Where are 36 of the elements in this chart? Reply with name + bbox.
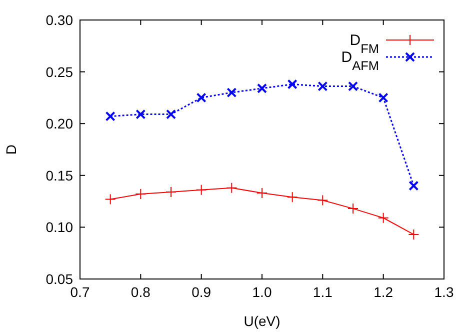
point [317,194,328,206]
point [378,212,389,224]
point [378,92,388,103]
point [287,79,298,90]
x-tick-label: 1.0 [252,284,272,300]
point [408,228,420,240]
point [286,192,298,203]
x-axis-title: U(eV) [244,313,280,329]
point [196,92,206,103]
point [318,81,328,92]
point [226,182,238,194]
y-tick-label: 0.20 [46,116,74,132]
x-tick-label: 1.2 [374,284,394,300]
y-tick-label: 0.25 [46,64,74,80]
point [104,194,116,205]
y-tick-label: 0.05 [46,271,74,287]
x-tick-label: 0.9 [192,284,212,300]
point [226,88,237,98]
x-tick-label: 1.1 [312,284,333,300]
point [166,109,176,120]
point [105,111,116,122]
point [136,109,146,120]
x-tick-label: 1.3 [434,284,454,300]
x-tick-label: 0.7 [70,284,90,300]
point [348,203,358,214]
y-tick-label: 0.15 [46,167,74,184]
y-tick-label: 0.10 [46,219,74,236]
y-tick-label: 0.30 [46,12,74,28]
point [135,188,146,200]
point [196,184,207,196]
point [408,180,419,191]
x-tick-label: 0.8 [130,284,151,300]
point [348,81,358,92]
y-axis-title: D [3,144,19,155]
point [257,83,267,94]
point [256,188,268,199]
